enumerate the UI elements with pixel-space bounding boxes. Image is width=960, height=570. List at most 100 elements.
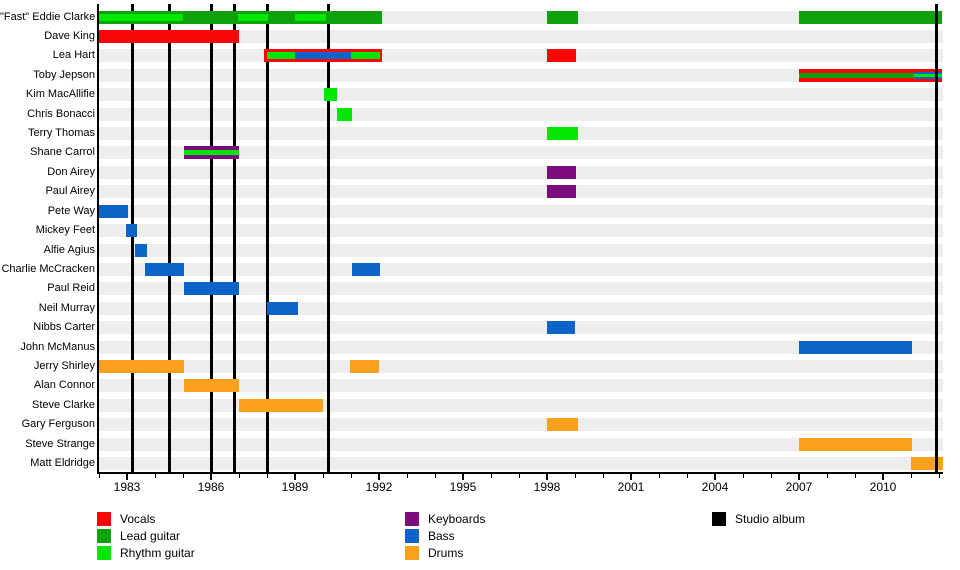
legend-swatch-lead <box>97 529 111 543</box>
row-background <box>99 224 944 238</box>
row-background <box>99 165 944 179</box>
timeline-bar-bass <box>267 301 298 315</box>
x-axis-year-label: 2007 <box>785 480 813 494</box>
timeline-bar-bass <box>352 262 381 276</box>
legend-swatch-bass <box>405 529 419 543</box>
member-name-label: Steve Strange <box>25 437 95 450</box>
x-axis-major-tick <box>126 474 128 480</box>
row-background <box>99 321 944 335</box>
member-name-label: Mickey Feet <box>35 224 95 237</box>
timeline-bar-vocals <box>99 29 239 43</box>
row-background <box>99 49 944 63</box>
member-name-label: Paul Airey <box>45 185 95 198</box>
legend-swatch-drums <box>405 546 419 560</box>
x-axis-minor-tick <box>686 474 688 478</box>
row-background <box>99 360 944 374</box>
legend-swatch-rhythm <box>97 546 111 560</box>
x-axis-major-tick <box>798 474 800 480</box>
timeline-bar-rhythm <box>267 52 295 60</box>
x-axis-minor-tick <box>854 474 856 478</box>
studio-album-line <box>934 4 938 472</box>
timeline-bar-lead <box>547 10 578 24</box>
row-background <box>99 29 944 43</box>
legend-label-keyboards: Keyboards <box>428 512 486 526</box>
x-axis-minor-tick <box>658 474 660 478</box>
x-axis-minor-tick <box>602 474 604 478</box>
member-name-label: Lea Hart <box>52 49 95 62</box>
timeline-bar-drums <box>547 418 578 432</box>
x-axis-year-label: 1992 <box>365 480 393 494</box>
x-axis-minor-tick <box>322 474 324 478</box>
timeline-bar-bass <box>125 224 137 238</box>
x-axis-major-tick <box>630 474 632 480</box>
x-axis-minor-tick <box>770 474 772 478</box>
studio-album-line <box>167 4 171 472</box>
x-axis-minor-tick <box>350 474 352 478</box>
x-axis-major-tick <box>378 474 380 480</box>
timeline-bar-bass <box>547 321 575 335</box>
x-axis-minor-tick <box>518 474 520 478</box>
legend-label-lead: Lead guitar <box>120 529 181 543</box>
timeline-bar-drums <box>911 457 944 471</box>
studio-album-line <box>209 4 213 472</box>
studio-album-line <box>233 4 237 472</box>
row-background <box>99 282 944 296</box>
studio-album-line <box>265 4 269 472</box>
x-axis-year-label: 2004 <box>701 480 729 494</box>
x-axis-year-label: 1983 <box>113 480 141 494</box>
row-background <box>99 185 944 199</box>
x-axis-major-tick <box>714 474 716 480</box>
plot-x-axis-line <box>97 472 944 474</box>
member-name-label: Chris Bonacci <box>27 107 95 120</box>
legend-label-vocals: Vocals <box>120 512 156 526</box>
timeline-bar-rhythm <box>547 127 578 141</box>
studio-album-line <box>131 4 135 472</box>
row-background <box>99 457 944 471</box>
row-background <box>99 243 944 257</box>
member-name-label: Terry Thomas <box>27 127 95 140</box>
timeline-bar-bass <box>295 52 351 60</box>
timeline-bar-bass <box>799 340 913 354</box>
timeline-bar-drums <box>349 360 379 374</box>
row-background <box>99 418 944 432</box>
row-background <box>99 68 944 82</box>
x-axis-minor-tick <box>406 474 408 478</box>
timeline-bar-bass <box>145 262 185 276</box>
x-axis-minor-tick <box>938 474 940 478</box>
timeline-bar-bass <box>99 204 129 218</box>
timeline-bar-drums <box>799 437 913 451</box>
member-name-label: Alan Connor <box>33 379 95 392</box>
timeline-bar-rhythm <box>184 150 239 156</box>
plot-left-spine <box>97 4 99 472</box>
row-background <box>99 88 944 102</box>
legend-label-drums: Drums <box>428 546 464 560</box>
member-name-label: John McManus <box>20 340 95 353</box>
timeline-bar-rhythm <box>99 13 183 21</box>
x-axis-year-label: 1995 <box>449 480 477 494</box>
row-background <box>99 340 944 354</box>
timeline-bar-lead <box>799 10 942 24</box>
timeline-bar-rhythm <box>295 13 326 21</box>
row-background <box>99 437 944 451</box>
x-axis-year-label: 1989 <box>281 480 309 494</box>
member-name-label: Don Airey <box>47 165 95 178</box>
member-name-label: Steve Clarke <box>32 398 95 411</box>
row-background <box>99 262 944 276</box>
member-name-label: Nibbs Carter <box>33 321 95 334</box>
x-axis-minor-tick <box>742 474 744 478</box>
member-name-label: Shane Carrol <box>30 146 95 159</box>
x-axis-major-tick <box>210 474 212 480</box>
member-name-label: Toby Jepson <box>33 68 95 81</box>
x-axis-minor-tick <box>910 474 912 478</box>
legend-label-rhythm: Rhythm guitar <box>120 546 195 560</box>
x-axis-year-label: 2010 <box>869 480 897 494</box>
legend-swatch-vocals <box>97 512 111 526</box>
legend-swatch-keyboards <box>405 512 419 526</box>
member-name-label: Alfie Agius <box>43 243 95 256</box>
timeline-bar-keyboards <box>547 185 577 199</box>
member-name-label: Neil Murray <box>38 301 95 314</box>
x-axis-minor-tick <box>434 474 436 478</box>
x-axis-minor-tick <box>574 474 576 478</box>
row-background <box>99 301 944 315</box>
